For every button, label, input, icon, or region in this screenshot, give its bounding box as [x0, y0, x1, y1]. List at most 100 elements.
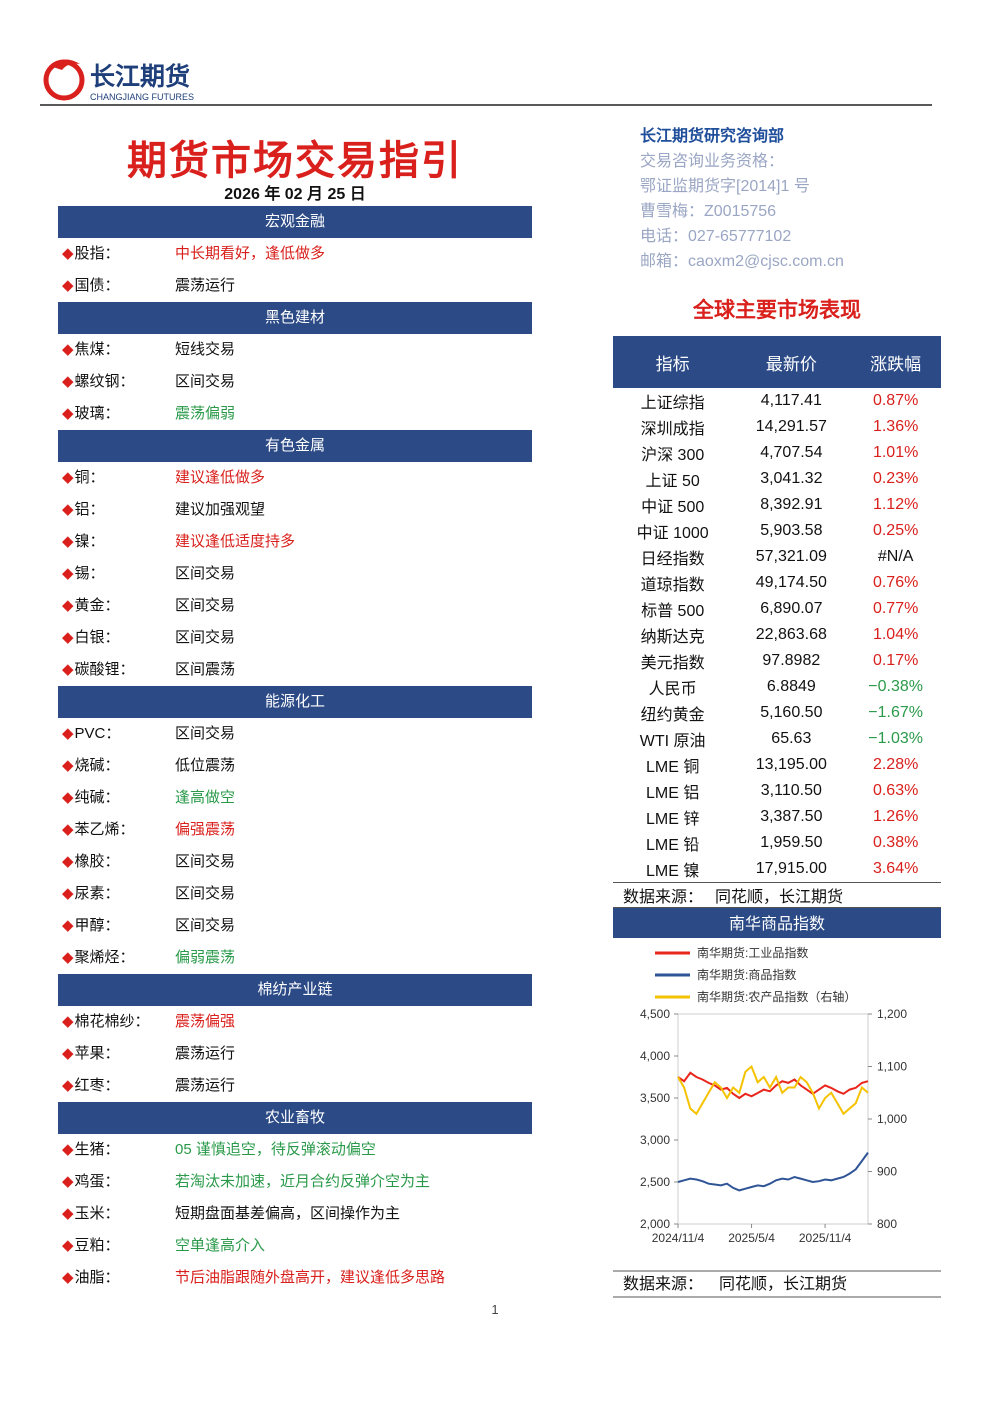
view-row: 铜： 建议逢低做多 — [58, 462, 532, 494]
table-row: 上证综指 4,117.41 0.87% — [613, 388, 941, 414]
item-name: PVC： — [62, 718, 121, 750]
table-row: 深圳成指 14,291.57 1.36% — [613, 414, 941, 440]
table-cell: 1.36% — [872, 418, 919, 435]
legend-label: 南华期货:工业品指数 — [697, 945, 808, 960]
table-cell: 0.23% — [872, 470, 919, 487]
table-cell: 22,863.68 — [755, 626, 827, 643]
table-cell: 3.64% — [872, 860, 919, 877]
item-view: 区间交易 — [175, 565, 236, 582]
table-cell: 49,174.50 — [755, 574, 827, 591]
table-cell: LME 锌 — [646, 811, 700, 828]
title: 期货市场交易指引 — [127, 139, 463, 183]
dept: 长江期货研究咨询部 交易咨询业务资格： 鄂证监期货字[2014]1 号曹雪梅：Z00… — [640, 124, 844, 274]
table-cell: 14,291.57 — [755, 418, 827, 435]
table-row: LME 锌 3,387.50 1.26% — [613, 804, 941, 830]
table-cell: 上证综指 — [640, 395, 705, 412]
item-view: 震荡偏强 — [175, 1013, 236, 1030]
source-text: 同花顺，长江期货 — [719, 1275, 847, 1293]
table-cell: 0.77% — [872, 600, 919, 617]
market-table: 指标 最新价 涨跌幅 上证综指 4,117.41 0.87% 深圳成指 14,291.57 1.… — [613, 336, 941, 908]
table-cell: 中证 1000 — [636, 525, 709, 542]
table-cell: LME 铅 — [646, 837, 700, 854]
item-name: 棉花棉纱： — [62, 1006, 150, 1038]
item-view: 震荡偏弱 — [175, 405, 236, 422]
view-row: 烧碱： 低位震荡 — [58, 750, 532, 782]
view-row: 玉米： 短期盘面基差偏高，区间操作为主 — [58, 1198, 532, 1230]
table-cell: 1.01% — [872, 444, 919, 461]
item-view: 震荡运行 — [175, 1045, 236, 1062]
table-cell: 0.17% — [872, 652, 919, 669]
item-view: 低位震荡 — [175, 757, 236, 774]
table-row: 纽约黄金 5,160.50 −1.67% — [613, 700, 941, 726]
dept-line: 邮箱：caoxm2@cjsc.com.cn — [640, 253, 844, 270]
plot-frame — [677, 1013, 869, 1225]
y-tick-label: 2,500 — [640, 1175, 670, 1189]
table-cell: LME 铝 — [646, 785, 700, 802]
item-view: 05 谨慎追空，待反弹滚动偏空 — [175, 1141, 376, 1158]
view-row: 镍： 建议逢低适度持多 — [58, 526, 532, 558]
item-name: 锡： — [62, 558, 105, 590]
dept-line: 电话：027-65777102 — [640, 228, 792, 245]
item-view: 若淘汰未加速，近月合约反弹介空为主 — [175, 1173, 431, 1190]
brand: 长江期货 — [90, 62, 190, 91]
table-row: 人民币 6.8849 −0.38% — [613, 674, 941, 700]
market-title: 全球主要市场表现 — [693, 299, 861, 322]
item-name: 油脂： — [62, 1262, 120, 1294]
item-name: 镍： — [62, 526, 105, 558]
view-row: 棉花棉纱： 震荡偏强 — [58, 1006, 532, 1038]
line-series — [677, 1071, 869, 1100]
table-cell: 沪深 300 — [641, 447, 705, 464]
section-header: 棉纺产业链 — [58, 974, 532, 1006]
item-view: 区间交易 — [175, 629, 236, 646]
source-row: 数据来源： 同花顺，长江期货 — [613, 882, 941, 908]
item-view: 中长期看好，逢低做多 — [175, 245, 326, 262]
item-view: 区间交易 — [175, 917, 236, 934]
item-name: 黄金： — [62, 590, 120, 622]
view-row: 红枣： 震荡运行 — [58, 1070, 532, 1102]
table-cell: 美元指数 — [640, 655, 705, 672]
page-number: 1 — [491, 1302, 499, 1317]
table-cell: 0.38% — [872, 834, 919, 851]
table-cell: 0.76% — [872, 574, 919, 591]
item-name: 尿素： — [62, 878, 120, 910]
table-cell: 3,110.50 — [760, 782, 822, 799]
table-cell: 1.12% — [872, 496, 919, 513]
view-row: 鸡蛋： 若淘汰未加速，近月合约反弹介空为主 — [58, 1166, 532, 1198]
item-name: 玻璃： — [62, 398, 120, 430]
item-name: 玉米： — [62, 1198, 120, 1230]
views: 宏观金融股指：中长期看好，逢低做多国债：震荡运行黑色建材焦煤：短线交易螺纹钢：区… — [58, 206, 532, 1294]
logo-mark — [50, 59, 80, 70]
table-cell: 13,195.00 — [755, 756, 827, 773]
table-cell: 8,392.91 — [760, 496, 823, 513]
table-cell: 1.26% — [872, 808, 919, 825]
item-name: 国债： — [62, 270, 120, 302]
table-row: 沪深 300 4,707.54 1.01% — [613, 440, 941, 466]
x-tick-label: 2025/5/4 — [728, 1231, 775, 1245]
x-tick-label: 2024/11/4 — [652, 1231, 705, 1245]
table-cell: −0.38% — [868, 678, 923, 695]
view-row: 豆粕： 空单逢高介入 — [58, 1230, 532, 1262]
legend-label: 南华期货:农产品指数（右轴） — [697, 989, 856, 1004]
item-name: 豆粕： — [62, 1230, 120, 1262]
table-cell: LME 铜 — [646, 759, 700, 776]
item-view: 区间交易 — [175, 885, 236, 902]
table-cell: 6.8849 — [766, 678, 816, 695]
table-row: LME 铝 3,110.50 0.63% — [613, 778, 941, 804]
item-view: 节后油脂跟随外盘高开，建议逢低多思路 — [175, 1269, 446, 1286]
view-row: 苹果： 震荡运行 — [58, 1038, 532, 1070]
view-row: 油脂： 节后油脂跟随外盘高开，建议逢低多思路 — [58, 1262, 532, 1294]
table-cell: 17,915.00 — [755, 860, 827, 877]
line-series — [677, 1152, 869, 1192]
view-row: 橡胶： 区间交易 — [58, 846, 532, 878]
table-row: 中证 1000 5,903.58 0.25% — [613, 518, 941, 544]
view-row: 锡： 区间交易 — [58, 558, 532, 590]
y-tick-label: 3,000 — [640, 1133, 670, 1147]
table-cell: 0.25% — [872, 522, 919, 539]
section-header: 宏观金融 — [58, 206, 532, 238]
table-header: 指标 最新价 涨跌幅 — [613, 336, 941, 388]
view-row: PVC： 区间交易 — [58, 718, 532, 750]
item-name: 甲醇： — [62, 910, 120, 942]
item-view: 震荡运行 — [175, 277, 236, 294]
legend-label: 南华期货:商品指数 — [697, 967, 796, 982]
x-tick-label: 2025/11/4 — [799, 1231, 852, 1245]
